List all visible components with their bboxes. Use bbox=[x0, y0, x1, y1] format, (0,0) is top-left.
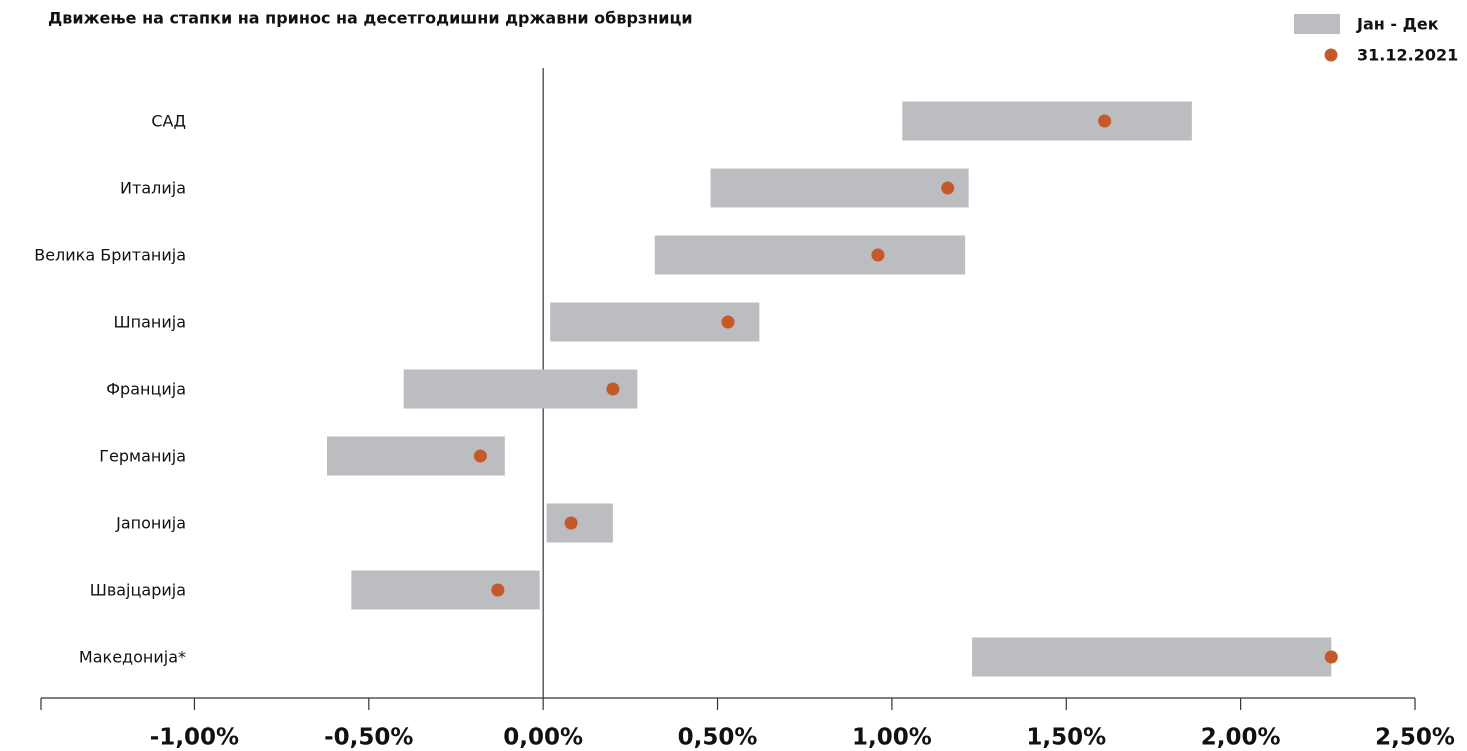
range-bar bbox=[902, 101, 1192, 141]
range-bar bbox=[403, 369, 638, 409]
x-tick-label: 2,50% bbox=[1375, 725, 1455, 751]
category-label: Швајцарија bbox=[90, 581, 186, 600]
dot bbox=[606, 382, 620, 396]
range-bar bbox=[972, 637, 1332, 677]
legend-swatch bbox=[1294, 14, 1340, 34]
category-label: САД bbox=[151, 112, 186, 131]
x-tick-label: 1,00% bbox=[852, 725, 932, 751]
x-tick-label: -1,00% bbox=[150, 725, 239, 751]
range-bar bbox=[654, 235, 966, 275]
range-bar bbox=[546, 503, 613, 543]
x-tick-label: 1,50% bbox=[1026, 725, 1106, 751]
x-tick-label: 0,50% bbox=[678, 725, 758, 751]
legend-swatch bbox=[1324, 48, 1338, 62]
legend-label: 31.12.2021 bbox=[1357, 46, 1458, 65]
dot bbox=[1324, 650, 1338, 664]
dot bbox=[564, 516, 578, 530]
dot bbox=[721, 315, 735, 329]
chart-title: Движење на стапки на принос на десетгоди… bbox=[48, 9, 693, 28]
x-tick-label: 0,00% bbox=[503, 725, 583, 751]
dot bbox=[1098, 114, 1112, 128]
range-bar bbox=[351, 570, 540, 610]
category-label: Македонија* bbox=[79, 648, 186, 667]
category-label: Јапонија bbox=[115, 514, 186, 533]
category-label: Германија bbox=[99, 447, 186, 466]
category-label: Шпанија bbox=[114, 313, 186, 332]
legend-label: Јан - Дек bbox=[1356, 15, 1439, 34]
x-tick-label: 2,00% bbox=[1201, 725, 1281, 751]
category-label: Италија bbox=[120, 179, 186, 198]
dot bbox=[473, 449, 487, 463]
category-label: Велика Британија bbox=[34, 246, 186, 265]
x-tick-label: -0,50% bbox=[324, 725, 413, 751]
dot bbox=[491, 583, 505, 597]
category-label: Франција bbox=[106, 380, 186, 399]
range-bar bbox=[710, 168, 969, 208]
dot bbox=[941, 181, 955, 195]
dot bbox=[871, 248, 885, 262]
